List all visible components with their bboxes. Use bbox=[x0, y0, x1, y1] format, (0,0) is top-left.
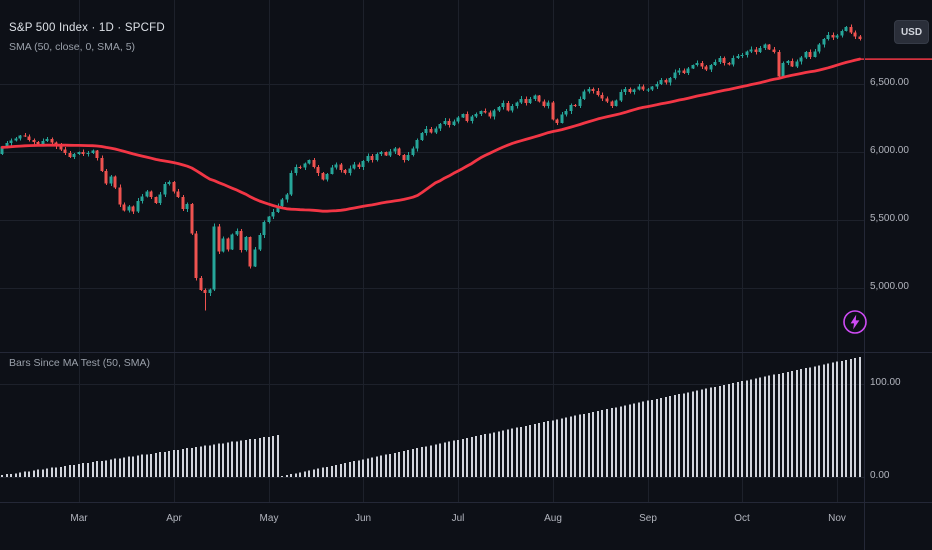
month-label-nov: Nov bbox=[828, 513, 846, 524]
histogram-axis-label: 100.00 bbox=[870, 377, 901, 388]
lightning-bolt-icon bbox=[843, 310, 867, 334]
price-axis-label: 6,500.00 bbox=[870, 77, 909, 88]
price-axis-label: 5,500.00 bbox=[870, 213, 909, 224]
sma-indicator-label[interactable]: SMA (50, close, 0, SMA, 5) bbox=[9, 41, 136, 53]
month-label-apr: Apr bbox=[166, 513, 182, 524]
month-label-jul: Jul bbox=[451, 513, 465, 524]
symbol-title[interactable]: S&P 500 Index · 1D · SPCFD bbox=[9, 22, 165, 34]
month-label-sep: Sep bbox=[639, 513, 657, 524]
price-axis-label: 6,000.00 bbox=[870, 145, 909, 156]
month-label-oct: Oct bbox=[734, 513, 750, 524]
lightning-boost-button[interactable] bbox=[842, 309, 868, 335]
chart-legend: S&P 500 Index · 1D · SPCFD SMA (50, clos… bbox=[9, 22, 165, 53]
histogram-axis-label: 0.00 bbox=[870, 470, 890, 481]
currency-usd-button[interactable]: USD bbox=[894, 20, 929, 44]
price-axis[interactable]: 6,500.00 6,000.00 5,500.00 5,000.00 100.00 0.… bbox=[865, 0, 932, 502]
price-axis-label: 5,000.00 bbox=[870, 281, 909, 292]
month-label-mar: Mar bbox=[70, 513, 88, 524]
month-label-jun: Jun bbox=[354, 513, 372, 524]
time-axis[interactable]: Mar Apr May Jun Jul Aug Sep Oct Nov bbox=[0, 502, 862, 550]
month-label-may: May bbox=[259, 513, 279, 524]
month-label-aug: Aug bbox=[544, 513, 562, 524]
lower-indicator-label[interactable]: Bars Since MA Test (50, SMA) bbox=[9, 357, 151, 369]
